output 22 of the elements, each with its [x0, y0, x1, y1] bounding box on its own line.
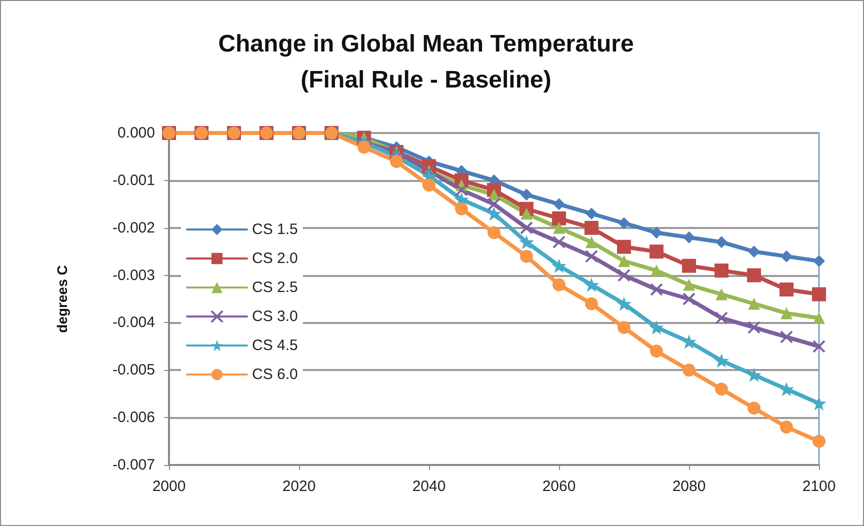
legend-label: CS 3.0 [252, 308, 298, 325]
x-tick-label: 2080 [672, 478, 706, 495]
y-tick-label: 0.000 [117, 124, 155, 142]
y-axis-title: degrees C [54, 265, 70, 333]
legend-label: CS 4.5 [252, 337, 298, 354]
legend-label: CS 1.5 [252, 221, 298, 238]
legend-label: CS 2.0 [252, 250, 298, 267]
y-tick-label: -0.005 [112, 362, 155, 379]
chart-title: Change in Global Mean Temperature (Final Rule - Baseline) [218, 30, 634, 94]
y-tick-label: -0.002 [112, 219, 155, 236]
x-tick-label: 2100 [802, 478, 836, 495]
x-tick-label: 2040 [412, 478, 446, 495]
y-tick-label: -0.001 [112, 172, 155, 189]
y-tick-label: -0.003 [112, 266, 155, 284]
legend-label: CS 6.0 [252, 366, 298, 383]
y-tick-label: -0.007 [112, 456, 155, 474]
legend-label: CS 2.5 [252, 279, 298, 296]
y-tick-label: -0.006 [112, 409, 155, 426]
x-tick-label: 2060 [542, 478, 576, 495]
y-tick-label: -0.004 [112, 314, 155, 332]
x-tick-label: 2020 [282, 478, 316, 495]
x-tick-label: 2000 [152, 478, 186, 495]
